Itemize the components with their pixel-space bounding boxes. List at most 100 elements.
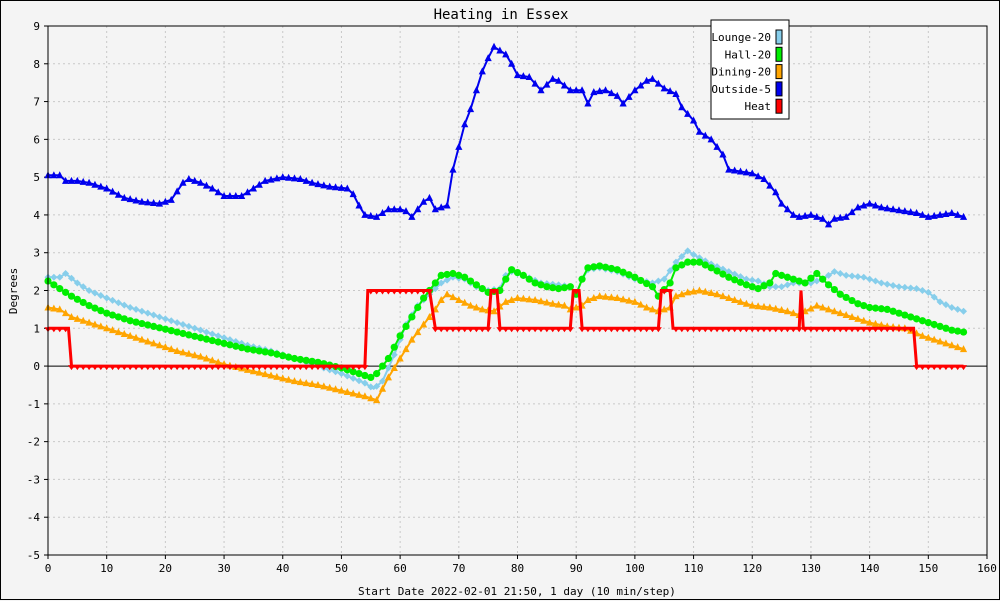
- point-dining-20: [461, 298, 469, 306]
- point-dining-20: [772, 304, 780, 312]
- point-heat: [431, 327, 439, 333]
- point-dining-20: [108, 326, 117, 334]
- point-hall-20: [543, 283, 551, 291]
- point-outside-5: [877, 203, 885, 211]
- point-hall-20: [390, 343, 398, 351]
- point-hall-20: [554, 285, 563, 293]
- point-outside-5: [443, 201, 451, 209]
- point-hall-20: [132, 318, 140, 326]
- point-outside-5: [161, 197, 169, 205]
- point-outside-5: [607, 89, 615, 97]
- point-heat: [590, 327, 598, 333]
- point-dining-20: [842, 311, 850, 319]
- series-heat: [44, 289, 968, 371]
- series-line-heat: [48, 289, 964, 368]
- point-lounge-20: [936, 298, 944, 306]
- point-dining-20: [255, 368, 263, 376]
- point-hall-20: [924, 319, 932, 327]
- point-lounge-20: [156, 313, 164, 321]
- point-hall-20: [625, 271, 633, 279]
- point-heat: [654, 327, 662, 333]
- point-hall-20: [361, 371, 369, 380]
- point-outside-5: [848, 208, 856, 216]
- point-heat: [537, 327, 545, 333]
- point-hall-20: [578, 275, 586, 283]
- point-lounge-20: [332, 368, 340, 376]
- point-dining-20: [783, 307, 792, 315]
- point-hall-20: [819, 275, 827, 283]
- point-hall-20: [226, 341, 234, 349]
- point-lounge-20: [214, 332, 222, 340]
- point-lounge-20: [778, 283, 786, 291]
- point-dining-20: [537, 297, 545, 305]
- point-dining-20: [942, 339, 950, 347]
- point-hall-20: [748, 283, 756, 291]
- point-heat: [731, 327, 739, 333]
- point-outside-5: [290, 174, 299, 182]
- point-lounge-20: [754, 277, 762, 285]
- point-dining-20: [543, 298, 551, 306]
- point-dining-20: [449, 293, 457, 301]
- point-hall-20: [285, 353, 293, 361]
- point-heat: [103, 365, 111, 371]
- point-lounge-20: [825, 271, 833, 279]
- point-heat: [296, 365, 304, 371]
- point-hall-20: [742, 281, 750, 289]
- point-dining-20: [373, 396, 381, 404]
- point-outside-5: [578, 86, 586, 94]
- point-hall-20: [202, 335, 211, 343]
- point-heat: [807, 327, 815, 333]
- point-heat: [871, 327, 879, 333]
- point-lounge-20: [954, 305, 962, 313]
- point-hall-20: [220, 339, 228, 347]
- point-hall-20: [824, 281, 833, 289]
- point-heat: [67, 365, 75, 371]
- point-lounge-20: [109, 296, 117, 304]
- point-hall-20: [97, 307, 105, 315]
- point-outside-5: [67, 176, 76, 184]
- point-heat: [232, 365, 240, 371]
- point-dining-20: [73, 314, 81, 322]
- point-hall-20: [666, 279, 674, 287]
- point-outside-5: [948, 209, 956, 217]
- point-outside-5: [901, 207, 909, 215]
- point-dining-20: [813, 301, 821, 309]
- point-heat: [930, 365, 938, 371]
- point-outside-5: [425, 193, 434, 201]
- point-hall-20: [238, 344, 246, 352]
- point-heat: [572, 289, 580, 295]
- point-dining-20: [531, 295, 539, 303]
- point-outside-5: [331, 183, 340, 191]
- point-outside-5: [267, 175, 275, 183]
- point-heat: [79, 365, 87, 371]
- point-dining-20: [161, 343, 169, 351]
- y-tick-label: 0: [33, 360, 40, 373]
- point-outside-5: [402, 207, 410, 215]
- point-hall-20: [912, 315, 921, 323]
- point-outside-5: [308, 178, 316, 186]
- point-dining-20: [144, 337, 152, 345]
- point-lounge-20: [748, 276, 756, 284]
- point-hall-20: [883, 305, 891, 313]
- point-hall-20: [108, 311, 117, 319]
- point-dining-20: [367, 394, 375, 402]
- point-outside-5: [930, 211, 938, 219]
- point-hall-20: [173, 328, 181, 336]
- point-dining-20: [249, 367, 258, 375]
- point-lounge-20: [373, 382, 381, 390]
- point-outside-5: [455, 142, 463, 150]
- point-dining-20: [132, 333, 140, 341]
- point-hall-20: [895, 309, 903, 317]
- point-heat: [584, 327, 592, 333]
- point-hall-20: [954, 327, 962, 335]
- point-hall-20: [373, 370, 381, 378]
- point-outside-5: [836, 213, 844, 221]
- point-dining-20: [290, 377, 299, 385]
- point-heat: [954, 365, 962, 371]
- point-dining-20: [167, 345, 175, 353]
- y-axis-label: Degrees: [7, 268, 20, 314]
- legend-swatch: [775, 29, 783, 45]
- point-hall-20: [261, 348, 269, 356]
- point-dining-20: [138, 335, 146, 343]
- point-lounge-20: [813, 277, 821, 285]
